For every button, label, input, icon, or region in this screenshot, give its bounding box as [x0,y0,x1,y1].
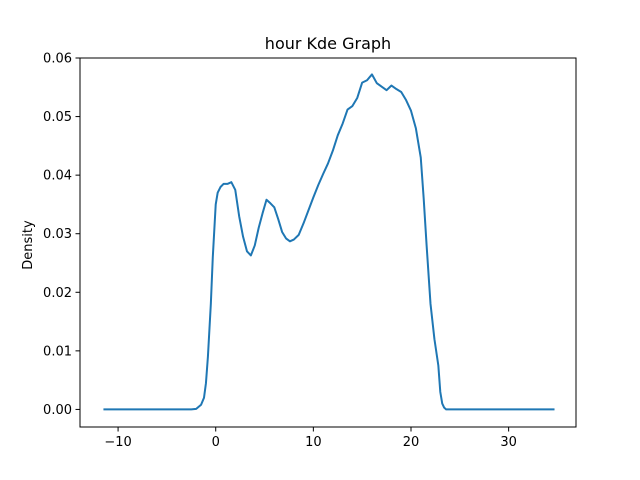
y-tick-label: 0.05 [43,110,72,125]
axis-ticks: −10 0 10 20 30 0.00 0.01 0.02 0.03 0.04 0.05 0.06 [43,52,517,451]
chart-title: hour Kde Graph [265,34,391,53]
y-axis-label: Density [21,220,36,270]
y-tick-label: 0.06 [43,52,72,67]
x-tick-label: −10 [104,435,131,450]
kde-series-line [103,73,555,411]
y-tick-label: 0.03 [43,227,72,242]
y-tick-label: 0.01 [43,344,72,359]
plot-frame [79,57,577,428]
y-tick-label: 0.04 [43,169,72,184]
x-tick-label: 20 [403,435,420,450]
x-tick-label: 0 [212,435,220,450]
x-tick-label: 30 [500,435,517,450]
x-tick-label: 10 [305,435,322,450]
y-tick-label: 0.02 [43,286,72,301]
y-tick-label: 0.00 [43,403,72,418]
